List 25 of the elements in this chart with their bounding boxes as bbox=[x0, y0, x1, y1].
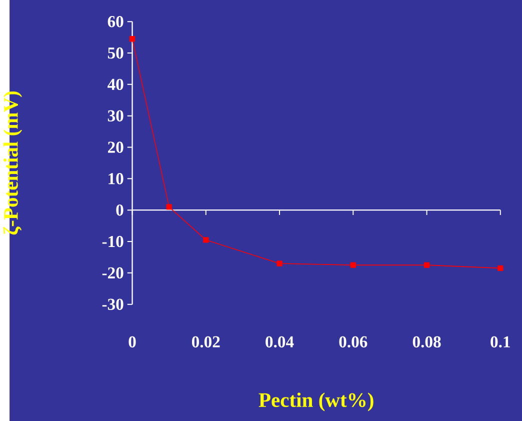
point bbox=[350, 262, 356, 268]
point bbox=[129, 36, 136, 42]
y-tick-label: -10 bbox=[102, 236, 124, 248]
x-tick-label: 0.08 bbox=[412, 336, 441, 348]
y-tick-label: 50 bbox=[108, 47, 124, 59]
y-tick-label: -30 bbox=[102, 298, 124, 310]
y-tick-label: 10 bbox=[108, 172, 124, 184]
point bbox=[276, 260, 282, 266]
point bbox=[424, 262, 430, 268]
y-axis-title: ζ-Potential (mV) bbox=[3, 91, 22, 235]
y-tick-label: 0 bbox=[116, 204, 124, 216]
x-tick-label: 0.06 bbox=[339, 336, 368, 348]
x-tick-label: 0 bbox=[128, 336, 136, 348]
x-tick-label: 0.02 bbox=[192, 336, 220, 348]
x-tick-label: 0.04 bbox=[266, 336, 294, 348]
x-tick-label: 0.1 bbox=[490, 336, 510, 348]
point bbox=[498, 265, 504, 271]
y-tick-label: -20 bbox=[102, 267, 124, 278]
x-axis-title: Pectin (wt%) bbox=[258, 392, 374, 412]
y-tick-label: 60 bbox=[108, 16, 124, 28]
y-tick-label: 30 bbox=[108, 110, 124, 122]
point bbox=[166, 204, 172, 210]
y-tick-label: 40 bbox=[108, 78, 124, 90]
y-tick-label: 20 bbox=[108, 142, 124, 153]
point bbox=[203, 237, 209, 243]
